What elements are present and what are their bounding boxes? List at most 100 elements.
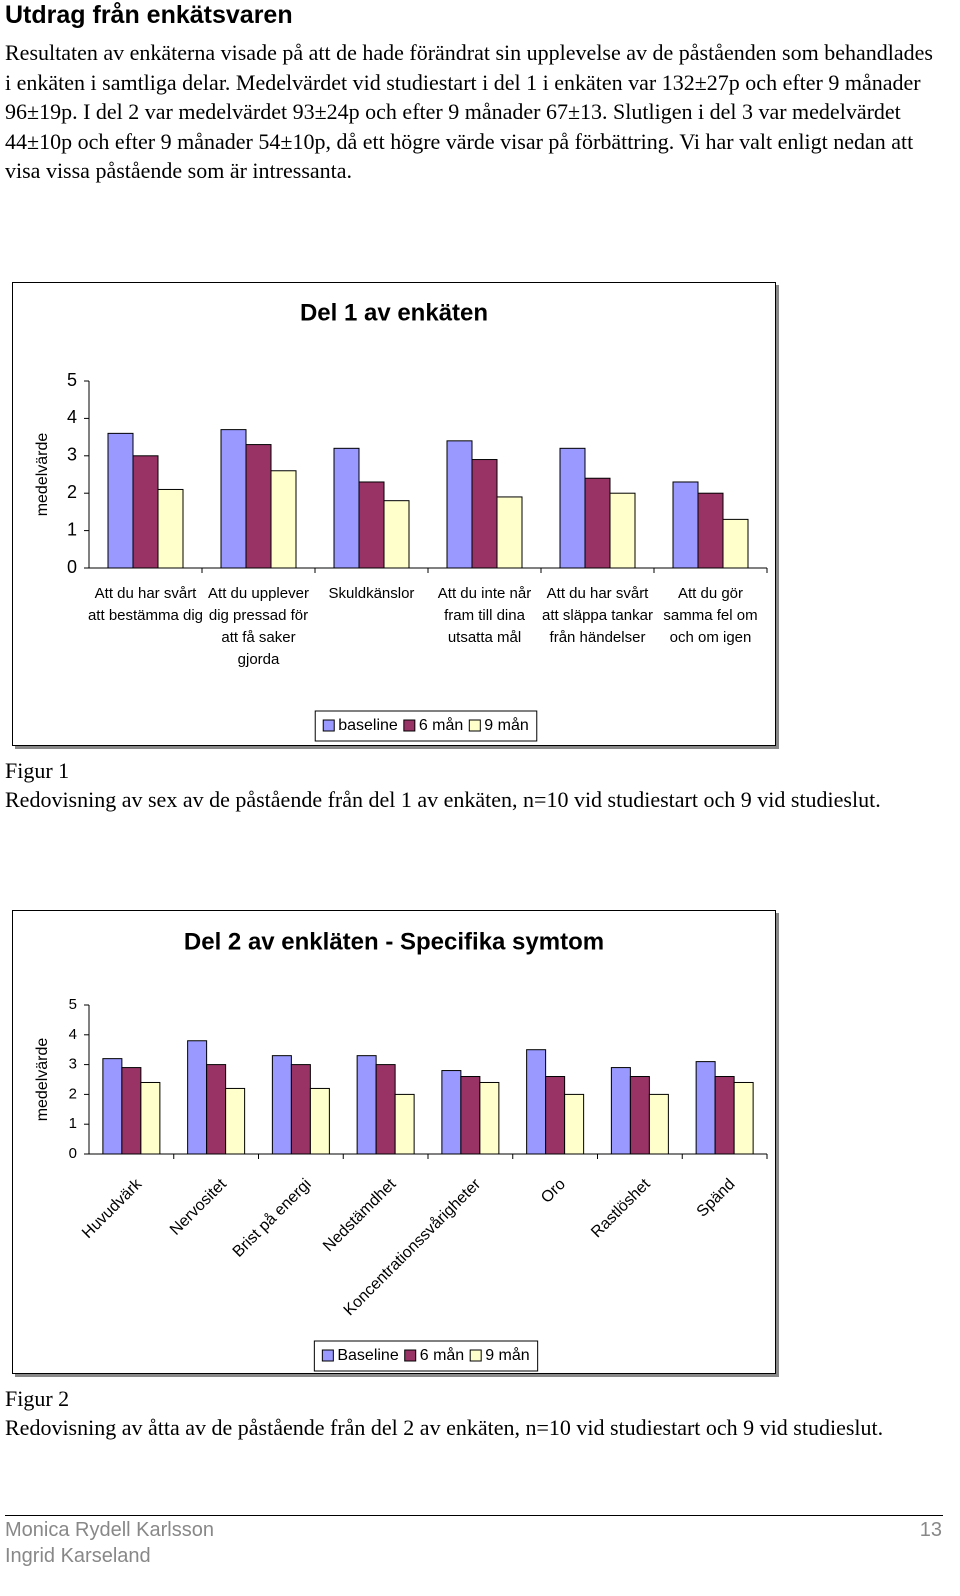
x-tick-label: Skuldkänslor	[328, 585, 415, 602]
bar	[526, 1049, 547, 1155]
chart-title: Del 1 av enkäten	[300, 299, 488, 326]
bar	[220, 429, 247, 569]
bar	[697, 492, 724, 569]
bar	[610, 1067, 631, 1155]
bar	[394, 1093, 415, 1155]
bar	[564, 1093, 585, 1155]
page-number: 13	[919, 1519, 942, 1541]
y-tick-label: 1	[67, 519, 77, 539]
bar	[584, 477, 611, 569]
bar	[609, 492, 636, 569]
legend-swatch	[322, 719, 335, 732]
bar	[290, 1064, 311, 1155]
legend-label: 6 mån	[419, 716, 463, 734]
bar	[441, 1070, 462, 1155]
y-tick-label: 5	[69, 996, 77, 1013]
x-tick-label: Nervositet	[167, 1175, 230, 1238]
legend-swatch	[321, 1349, 334, 1362]
figure-caption: Redovisning av sex av de påstående från …	[5, 787, 881, 812]
bar	[206, 1064, 227, 1155]
bar	[132, 455, 159, 569]
bar	[121, 1067, 142, 1155]
footer-rule	[5, 1515, 943, 1516]
legend-label: 9 mån	[485, 1346, 529, 1364]
bar	[309, 1087, 330, 1155]
chart: Del 2 av enkläten - Specifika symtom mede…	[34, 928, 768, 1372]
bar	[383, 500, 410, 569]
legend-swatch	[469, 1349, 482, 1362]
y-tick-label: 3	[69, 1056, 77, 1073]
x-tick-label: Att du upplever dig pressad för att få s…	[208, 585, 309, 668]
y-tick-label: 0	[69, 1145, 77, 1162]
figure-caption: Redovisning av åtta av de påstående från…	[5, 1415, 884, 1440]
y-tick-label: 1	[69, 1115, 77, 1132]
legend: baseline 6 mån 9 mån	[314, 710, 538, 742]
x-tick-label: Att du inte når fram till dina utsatta m…	[437, 585, 532, 646]
bar	[245, 444, 272, 569]
legend-label: Baseline	[337, 1347, 398, 1364]
bar	[358, 481, 385, 569]
bar	[157, 488, 184, 569]
bar	[733, 1081, 754, 1155]
x-tick-label: Oro	[538, 1176, 569, 1207]
legend-swatch	[468, 719, 481, 732]
y-tick-label: 2	[69, 1085, 77, 1102]
y-tick-label: 4	[67, 407, 77, 427]
bar	[496, 496, 523, 569]
legend-label: 9 mån	[484, 716, 528, 734]
legend: Baseline 6 mån 9 mån	[313, 1340, 539, 1372]
y-tick-label: 4	[69, 1026, 77, 1043]
bar	[471, 459, 498, 569]
bar	[356, 1055, 377, 1155]
bar	[187, 1040, 208, 1155]
bar	[479, 1081, 500, 1155]
legend-swatch	[403, 719, 416, 732]
bar	[545, 1076, 566, 1155]
x-tick-label: Huvudvärk	[79, 1175, 146, 1242]
x-tick-label: Nedstämdhet	[320, 1175, 400, 1255]
bar	[140, 1081, 161, 1155]
x-tick-label: Brist på energi	[229, 1175, 315, 1261]
x-tick-label: Att du gör samma fel om och om igen	[663, 585, 758, 646]
bar	[648, 1093, 669, 1155]
bar	[375, 1064, 396, 1155]
bar	[460, 1076, 481, 1155]
x-tick-label: Koncentrationssvårigheter	[340, 1175, 485, 1320]
chart: Del 1 av enkäten medelvärde 0 1 2 3 4 5 baseline…	[34, 299, 768, 742]
bar	[102, 1058, 123, 1155]
x-tick-label: Att du har svårt att bestämma dig	[87, 585, 204, 624]
bar	[333, 447, 360, 569]
x-tick-label: Spänd	[694, 1176, 739, 1221]
bar	[672, 481, 699, 569]
paragraph: Resultaten av enkäterna visade på att de…	[5, 40, 933, 183]
footer-author: Monica Rydell Karlsson	[5, 1519, 214, 1541]
legend-label: baseline	[338, 717, 398, 734]
bar	[271, 1055, 292, 1155]
bar	[714, 1076, 735, 1155]
x-tick-label: Rastlöshet	[588, 1175, 654, 1241]
y-tick-label: 5	[67, 370, 77, 390]
bar	[629, 1076, 650, 1155]
legend-swatch	[404, 1349, 417, 1362]
bar	[107, 432, 134, 569]
chart-title: Del 2 av enkläten - Specifika symtom	[184, 928, 604, 955]
figure-label: Figur 2	[5, 1386, 70, 1411]
y-axis-label: medelvärde	[34, 433, 51, 517]
heading: Utdrag från enkätsvaren	[5, 1, 293, 29]
legend-box	[314, 710, 538, 742]
y-tick-label: 0	[67, 557, 77, 577]
bar	[695, 1061, 716, 1155]
figure-label: Figur 1	[5, 758, 70, 783]
footer-author: Ingrid Karseland	[5, 1545, 151, 1567]
bar	[270, 470, 297, 569]
y-tick-label: 3	[67, 445, 77, 465]
y-tick-label: 2	[67, 482, 77, 502]
y-axis-label: medelvärde	[34, 1038, 51, 1122]
legend-box	[313, 1340, 539, 1372]
bar	[446, 440, 473, 569]
chart-frame: Del 2 av enkläten - Specifika symtom mede…	[12, 910, 776, 1374]
bar	[722, 518, 749, 569]
bar	[559, 447, 586, 569]
bar	[225, 1087, 246, 1155]
